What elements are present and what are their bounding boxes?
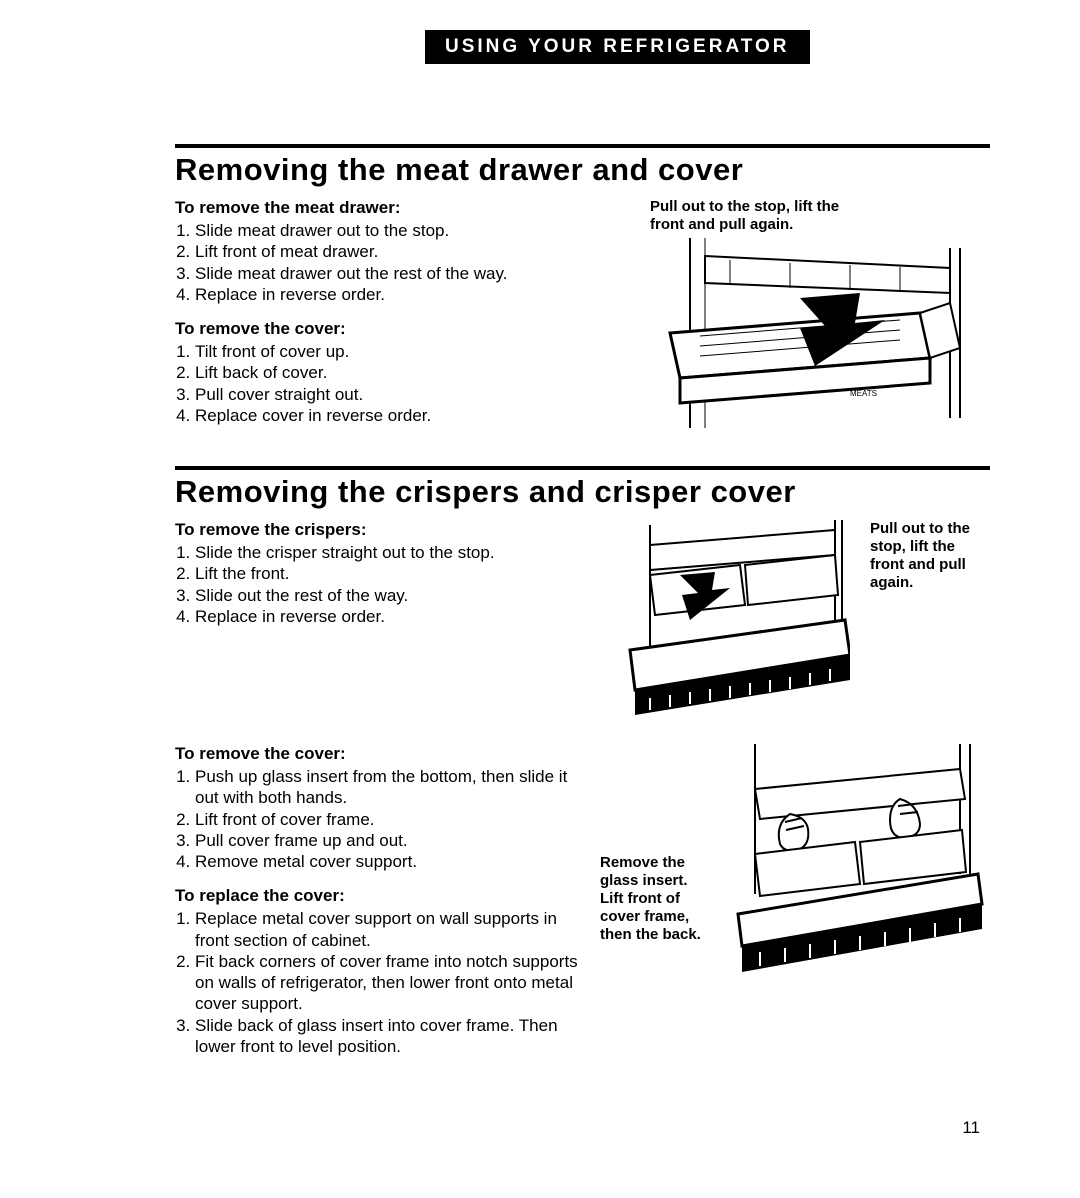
crisper-illustration	[620, 520, 850, 720]
step: Replace in reverse order.	[195, 606, 600, 627]
fig1-caption: Pull out to the stop, lift the front and…	[650, 198, 840, 234]
crispers-text: To remove the crispers: Slide the crispe…	[175, 520, 600, 720]
divider	[175, 466, 990, 470]
step: Replace metal cover support on wall supp…	[195, 908, 580, 951]
replace-head: To replace the cover:	[175, 886, 580, 906]
section1-figure-col: Pull out to the stop, lift the front and…	[650, 198, 990, 440]
section2-row2: To remove the cover: Push up glass inser…	[175, 744, 990, 1071]
fig2b-caption-col: Remove the glass insert. Lift front of c…	[600, 744, 710, 1071]
section2-title: Removing the crispers and crisper cover	[175, 474, 990, 510]
section2-row1: To remove the crispers: Slide the crispe…	[175, 520, 990, 720]
section1-body: To remove the meat drawer: Slide meat dr…	[175, 198, 990, 440]
cover-steps: Tilt front of cover up. Lift back of cov…	[175, 341, 620, 426]
step: Slide meat drawer out to the stop.	[195, 220, 620, 241]
section1-title: Removing the meat drawer and cover	[175, 152, 990, 188]
meat-drawer-illustration: MEATS	[650, 238, 970, 428]
page-number: 11	[962, 1118, 980, 1138]
step: Tilt front of cover up.	[195, 341, 620, 362]
step: Slide out the rest of the way.	[195, 585, 600, 606]
step: Slide the crisper straight out to the st…	[195, 542, 600, 563]
fig2a-caption-col: Pull out to the stop, lift the front and…	[870, 520, 990, 720]
divider	[175, 144, 990, 148]
cover2-steps: Push up glass insert from the bottom, th…	[175, 766, 580, 872]
step: Lift back of cover.	[195, 362, 620, 383]
drawer-steps: Slide meat drawer out to the stop. Lift …	[175, 220, 620, 305]
crisper-figure	[620, 520, 850, 720]
crispers-steps: Slide the crisper straight out to the st…	[175, 542, 600, 627]
step: Pull cover straight out.	[195, 384, 620, 405]
crispers-head: To remove the crispers:	[175, 520, 600, 540]
crisper-cover-illustration	[730, 744, 990, 984]
step: Push up glass insert from the bottom, th…	[195, 766, 580, 809]
cover-figure	[730, 744, 990, 1071]
step: Slide meat drawer out the rest of the wa…	[195, 263, 620, 284]
svg-text:MEATS: MEATS	[850, 389, 877, 398]
step: Pull cover frame up and out.	[195, 830, 580, 851]
header-bar: USING YOUR REFRIGERATOR	[425, 30, 810, 64]
fig2b-caption: Remove the glass insert. Lift front of c…	[600, 854, 710, 944]
cover-head: To remove the cover:	[175, 319, 620, 339]
step: Lift the front.	[195, 563, 600, 584]
replace-steps: Replace metal cover support on wall supp…	[175, 908, 580, 1057]
fig2a-caption: Pull out to the stop, lift the front and…	[870, 520, 990, 592]
drawer-head: To remove the meat drawer:	[175, 198, 620, 218]
step: Lift front of cover frame.	[195, 809, 580, 830]
cover2-head: To remove the cover:	[175, 744, 580, 764]
step: Lift front of meat drawer.	[195, 241, 620, 262]
step: Replace in reverse order.	[195, 284, 620, 305]
cover-replace-text: To remove the cover: Push up glass inser…	[175, 744, 580, 1071]
step: Remove metal cover support.	[195, 851, 580, 872]
section1-text: To remove the meat drawer: Slide meat dr…	[175, 198, 620, 440]
step: Replace cover in reverse order.	[195, 405, 620, 426]
step: Slide back of glass insert into cover fr…	[195, 1015, 580, 1058]
step: Fit back corners of cover frame into not…	[195, 951, 580, 1015]
